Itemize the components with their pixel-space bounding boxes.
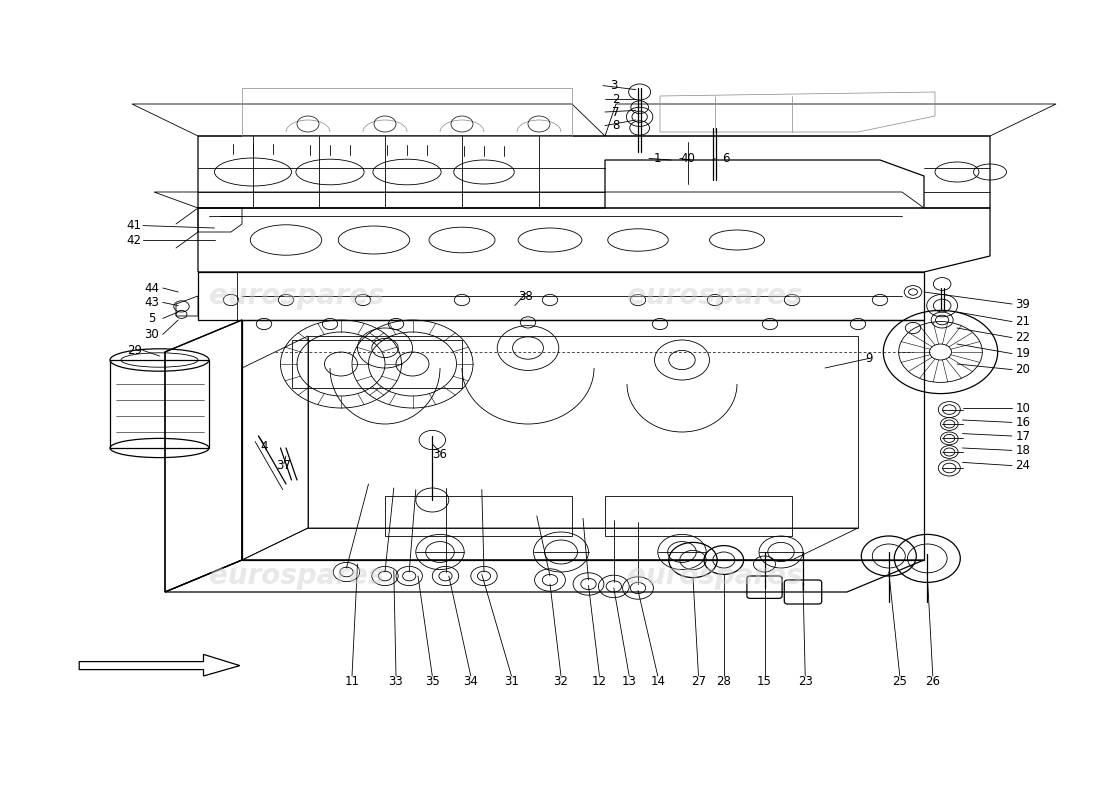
Text: 34: 34 [463, 675, 478, 688]
Text: 18: 18 [1015, 444, 1031, 457]
Text: 8: 8 [613, 119, 619, 132]
Text: 23: 23 [798, 675, 813, 688]
Polygon shape [79, 654, 240, 676]
Text: 15: 15 [757, 675, 772, 688]
Text: 16: 16 [1015, 416, 1031, 429]
Text: 33: 33 [388, 675, 404, 688]
Text: 2: 2 [613, 93, 619, 106]
Text: 29: 29 [126, 344, 142, 357]
Text: 5: 5 [148, 312, 155, 325]
Text: 17: 17 [1015, 430, 1031, 442]
Text: eurospares: eurospares [209, 562, 385, 590]
Text: 36: 36 [432, 448, 448, 461]
Text: eurospares: eurospares [627, 282, 803, 310]
Text: 35: 35 [425, 675, 440, 688]
Text: 21: 21 [1015, 315, 1031, 328]
Text: 44: 44 [144, 282, 159, 294]
Text: 12: 12 [592, 675, 607, 688]
Text: 4: 4 [261, 440, 267, 453]
Text: 31: 31 [504, 675, 519, 688]
Text: 1: 1 [654, 152, 661, 165]
Text: 22: 22 [1015, 331, 1031, 344]
Text: 3: 3 [610, 79, 617, 92]
Text: 11: 11 [344, 675, 360, 688]
Text: 6: 6 [723, 152, 729, 165]
Text: 24: 24 [1015, 459, 1031, 472]
Text: 32: 32 [553, 675, 569, 688]
Text: 39: 39 [1015, 298, 1031, 310]
Text: eurospares: eurospares [209, 282, 385, 310]
Text: 40: 40 [680, 152, 695, 165]
Text: 10: 10 [1015, 402, 1031, 414]
Text: 9: 9 [866, 352, 872, 365]
Text: 41: 41 [126, 219, 142, 232]
Text: 30: 30 [144, 328, 159, 341]
Text: 19: 19 [1015, 347, 1031, 360]
Text: 14: 14 [650, 675, 666, 688]
Text: 42: 42 [126, 234, 142, 246]
Text: 25: 25 [892, 675, 907, 688]
Text: 20: 20 [1015, 363, 1031, 376]
Text: 7: 7 [613, 106, 619, 118]
Text: 38: 38 [518, 290, 534, 302]
Text: 27: 27 [691, 675, 706, 688]
Text: 26: 26 [925, 675, 940, 688]
Text: 43: 43 [144, 296, 159, 309]
Text: eurospares: eurospares [627, 562, 803, 590]
Text: 37: 37 [276, 459, 292, 472]
Text: 13: 13 [621, 675, 637, 688]
Text: 28: 28 [716, 675, 732, 688]
